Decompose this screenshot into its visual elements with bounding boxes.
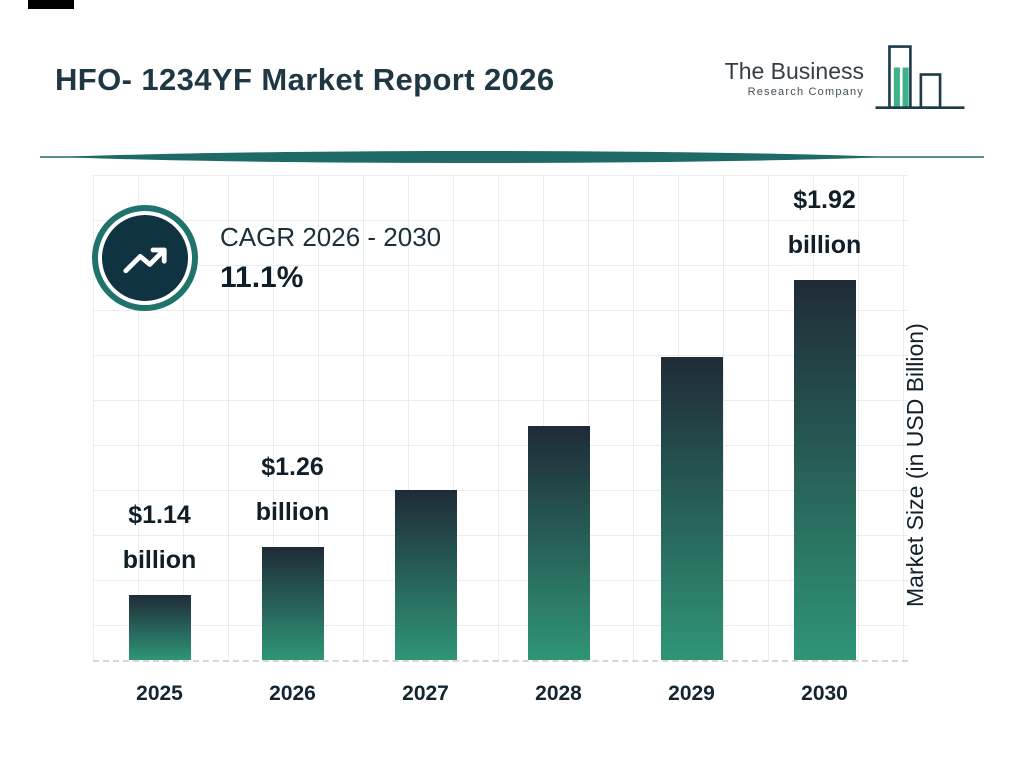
bar-2025 (128, 595, 191, 660)
y-axis-title: Market Size (in USD Billion) (902, 323, 928, 607)
bar-column-2025: $1.14 billion (93, 175, 226, 660)
x-axis-labels: 2025 2026 2027 2028 2029 2030 (93, 682, 891, 706)
bar-2028 (527, 426, 590, 660)
cagr-ring (92, 205, 198, 311)
cagr-text: CAGR 2026 - 2030 11.1% (220, 222, 441, 295)
x-axis-label-2026: 2026 (269, 682, 316, 705)
corner-mark (28, 0, 74, 9)
cagr-callout: CAGR 2026 - 2030 11.1% (92, 205, 441, 311)
company-logo-text: The Business Research Company (725, 58, 864, 98)
x-axis-label-2029: 2029 (668, 682, 715, 705)
bar-value-label-2030: $1.92 billion (787, 186, 862, 259)
bars-container: $1.14 billion $1.26 billion $1.92 billion (93, 175, 891, 660)
bar-chart-logo-icon (875, 45, 965, 109)
bar-column-2028 (492, 175, 625, 660)
page-title: HFO- 1234YF Market Report 2026 (55, 62, 555, 97)
company-logo: The Business Research Company (725, 40, 968, 116)
bar-column-2026: $1.26 billion (226, 175, 359, 660)
bar-2030 (793, 280, 856, 660)
x-axis-label-2030: 2030 (801, 682, 848, 705)
logo-line1: The Business (724, 58, 864, 84)
cagr-label: CAGR 2026 - 2030 (220, 221, 442, 252)
divider-line (40, 151, 984, 163)
x-axis-label-2027: 2027 (402, 682, 449, 705)
cagr-value: 11.1% (220, 260, 304, 294)
bar-2026 (261, 547, 324, 660)
bar-value-label-2026: $1.26 billion (255, 453, 330, 526)
bar-value-label-2025: $1.14 billion (122, 501, 197, 574)
x-axis-label-2028: 2028 (535, 682, 582, 705)
bar-column-2029 (625, 175, 758, 660)
bar-2029 (660, 357, 723, 660)
logo-line2: Research Company (747, 86, 864, 98)
bar-column-2027 (359, 175, 492, 660)
bar-column-2030: $1.92 billion (758, 175, 891, 660)
bar-2027 (394, 490, 457, 660)
bar-chart: $1.14 billion $1.26 billion $1.92 billion (93, 175, 908, 662)
trend-up-icon (102, 215, 188, 301)
x-axis-label-2025: 2025 (136, 682, 183, 705)
